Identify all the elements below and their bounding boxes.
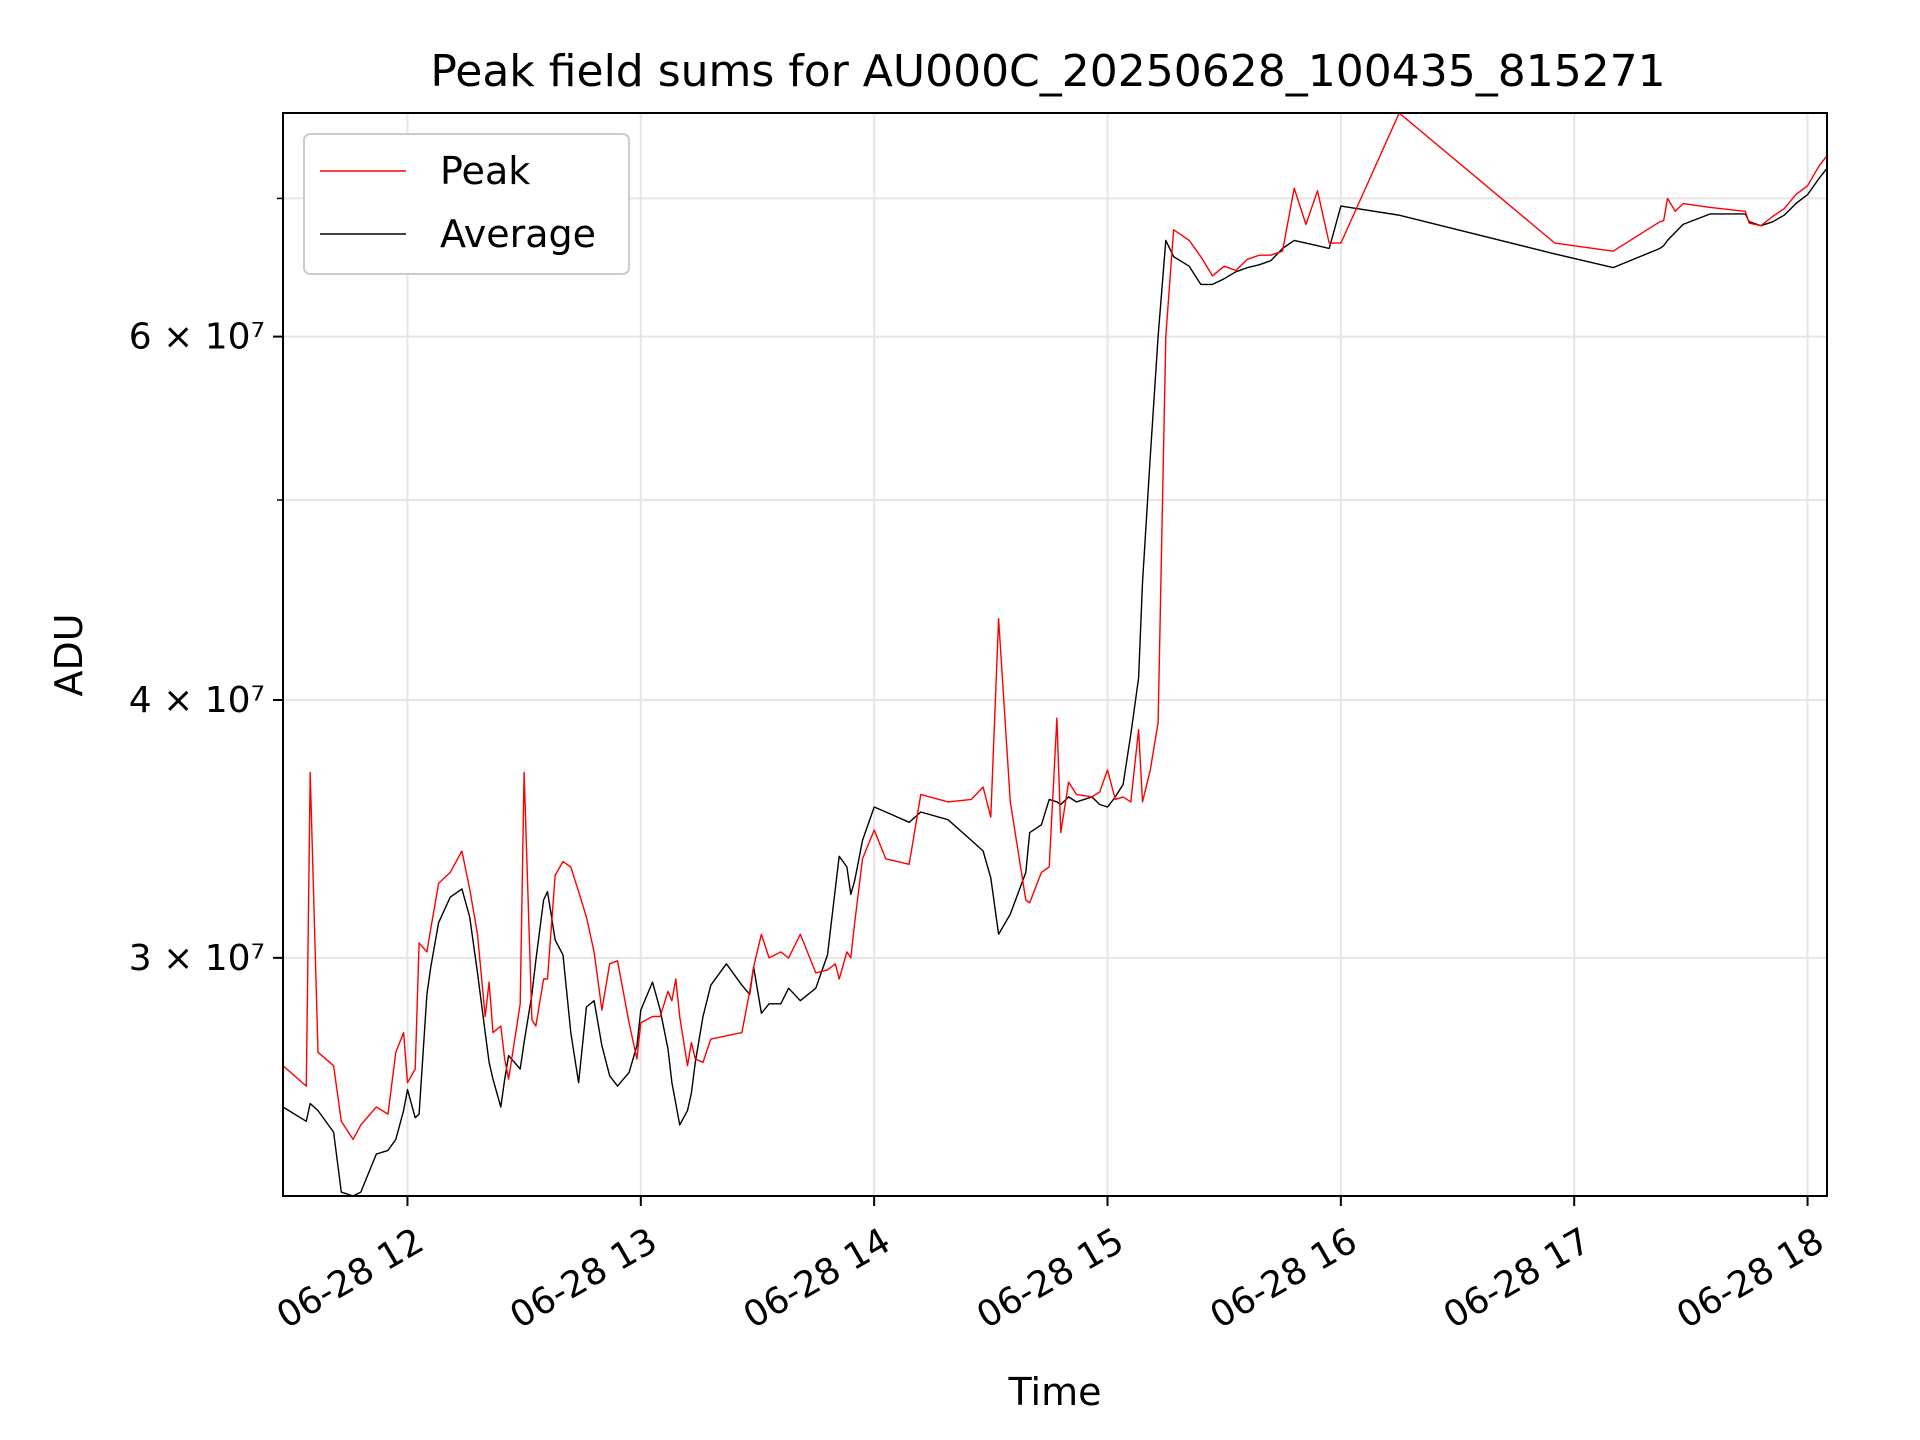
plot-frame bbox=[282, 112, 1828, 1197]
y-tick-label: 4 × 10⁷ bbox=[129, 680, 265, 721]
y-axis: 3 × 10⁷ 4 × 10⁷ 6 × 10⁷ bbox=[129, 197, 283, 979]
y-tick-label: 6 × 10⁷ bbox=[129, 317, 265, 358]
x-axis-label: Time bbox=[1008, 1370, 1102, 1414]
legend-label-average: Average bbox=[440, 212, 596, 256]
legend-box bbox=[303, 133, 630, 275]
y-tick-label: 3 × 10⁷ bbox=[129, 938, 265, 979]
chart-title: Peak field sums for AU000C_20250628_1004… bbox=[430, 46, 1665, 97]
series-layer bbox=[283, 113, 1827, 1196]
y-axis-label: ADU bbox=[47, 613, 91, 696]
legend: Peak Average bbox=[303, 133, 630, 275]
legend-label-peak: Peak bbox=[440, 149, 530, 193]
series-line-peak bbox=[283, 113, 1827, 1141]
series-line-average bbox=[283, 167, 1827, 1196]
